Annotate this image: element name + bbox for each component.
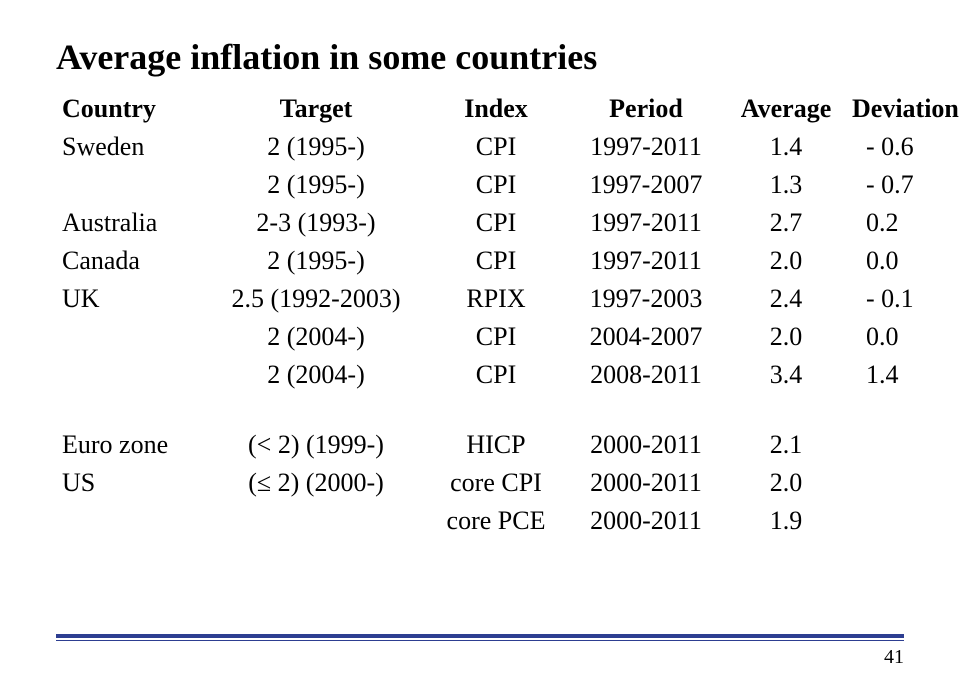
table-row: Sweden2 (1995-)CPI1997-20111.4- 0.6	[56, 128, 946, 166]
cell-deviation: - 0.1	[846, 280, 946, 318]
cell-index: HICP	[426, 426, 566, 464]
cell-country: Canada	[56, 242, 206, 280]
col-index: Index	[426, 90, 566, 128]
page-number: 41	[884, 646, 904, 669]
cell-target: 2 (1995-)	[206, 166, 426, 204]
inflation-table: Country Target Index Period Average Devi…	[56, 90, 946, 540]
cell-average: 2.4	[726, 280, 846, 318]
cell-period: 1997-2003	[566, 280, 726, 318]
cell-index: core PCE	[426, 502, 566, 540]
cell-average: 2.0	[726, 318, 846, 356]
cell-target: 2 (2004-)	[206, 318, 426, 356]
cell-average: 1.3	[726, 166, 846, 204]
cell-target: 2 (1995-)	[206, 242, 426, 280]
cell-period: 2004-2007	[566, 318, 726, 356]
cell-index: RPIX	[426, 280, 566, 318]
cell-period: 1997-2011	[566, 204, 726, 242]
col-deviation: Deviation	[846, 90, 946, 128]
table-row: 2 (2004-)CPI2008-20113.4 1.4	[56, 356, 946, 394]
table-header-row: Country Target Index Period Average Devi…	[56, 90, 946, 128]
cell-average: 2.0	[726, 242, 846, 280]
cell-index: CPI	[426, 166, 566, 204]
cell-target: (≤ 2) (2000-)	[206, 464, 426, 502]
col-country: Country	[56, 90, 206, 128]
cell-deviation: - 0.7	[846, 166, 946, 204]
cell-target: 2 (1995-)	[206, 128, 426, 166]
table-row: US(≤ 2) (2000-)core CPI2000-20112.0	[56, 464, 946, 502]
cell-country: UK	[56, 280, 206, 318]
cell-country: US	[56, 464, 206, 502]
cell-average: 2.1	[726, 426, 846, 464]
cell-target: 2.5 (1992-2003)	[206, 280, 426, 318]
spacer-row	[56, 394, 946, 426]
cell-target: 2-3 (1993-)	[206, 204, 426, 242]
cell-index: CPI	[426, 128, 566, 166]
cell-deviation: 1.4	[846, 356, 946, 394]
cell-average: 2.0	[726, 464, 846, 502]
cell-period: 2000-2011	[566, 502, 726, 540]
table-row: 2 (2004-)CPI2004-20072.0 0.0	[56, 318, 946, 356]
cell-deviation	[846, 502, 946, 540]
cell-country: Euro zone	[56, 426, 206, 464]
cell-country: Sweden	[56, 128, 206, 166]
cell-index: CPI	[426, 318, 566, 356]
cell-index: core CPI	[426, 464, 566, 502]
cell-target	[206, 502, 426, 540]
col-period: Period	[566, 90, 726, 128]
cell-deviation: - 0.6	[846, 128, 946, 166]
cell-index: CPI	[426, 204, 566, 242]
cell-country	[56, 502, 206, 540]
table-row: core PCE2000-20111.9	[56, 502, 946, 540]
spacer-cell	[56, 394, 946, 426]
cell-deviation: 0.2	[846, 204, 946, 242]
cell-average: 1.4	[726, 128, 846, 166]
cell-deviation	[846, 426, 946, 464]
cell-period: 1997-2011	[566, 242, 726, 280]
cell-period: 1997-2011	[566, 128, 726, 166]
cell-country: Australia	[56, 204, 206, 242]
table-row: Australia2-3 (1993-)CPI1997-20112.7 0.2	[56, 204, 946, 242]
cell-period: 1997-2007	[566, 166, 726, 204]
cell-period: 2000-2011	[566, 426, 726, 464]
slide: Average inflation in some countries Coun…	[0, 0, 960, 687]
cell-period: 2008-2011	[566, 356, 726, 394]
cell-country	[56, 166, 206, 204]
cell-deviation: 0.0	[846, 242, 946, 280]
col-target: Target	[206, 90, 426, 128]
cell-average: 1.9	[726, 502, 846, 540]
slide-title: Average inflation in some countries	[56, 36, 904, 78]
table-row: UK2.5 (1992-2003)RPIX1997-20032.4- 0.1	[56, 280, 946, 318]
cell-target: (< 2) (1999-)	[206, 426, 426, 464]
cell-index: CPI	[426, 242, 566, 280]
table-row: Canada2 (1995-)CPI1997-20112.0 0.0	[56, 242, 946, 280]
cell-average: 2.7	[726, 204, 846, 242]
cell-target: 2 (2004-)	[206, 356, 426, 394]
cell-index: CPI	[426, 356, 566, 394]
slide-divider	[56, 634, 904, 641]
cell-country	[56, 356, 206, 394]
table-row: 2 (1995-)CPI1997-20071.3- 0.7	[56, 166, 946, 204]
cell-average: 3.4	[726, 356, 846, 394]
cell-period: 2000-2011	[566, 464, 726, 502]
cell-deviation: 0.0	[846, 318, 946, 356]
cell-country	[56, 318, 206, 356]
col-average: Average	[726, 90, 846, 128]
cell-deviation	[846, 464, 946, 502]
table-row: Euro zone(< 2) (1999-)HICP2000-20112.1	[56, 426, 946, 464]
